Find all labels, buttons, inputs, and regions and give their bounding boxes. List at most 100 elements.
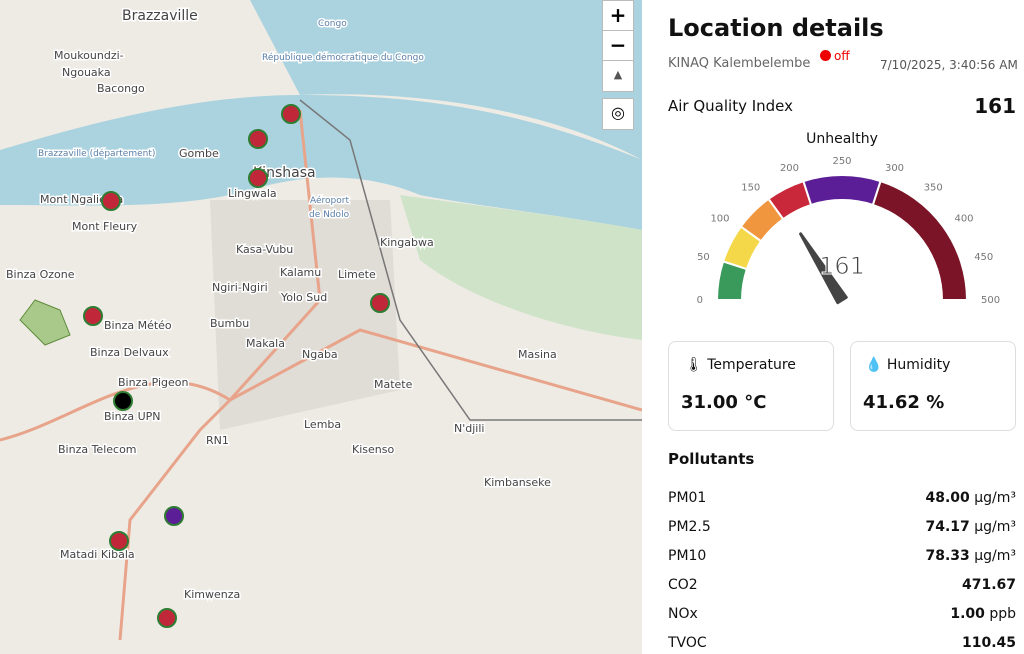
pollutant-reading: 110.45: [962, 635, 1016, 651]
pollutant-reading: 471.67: [962, 577, 1016, 593]
railway: [299, 99, 642, 421]
pollutant-row: NOx 1.00 ppb: [668, 606, 1016, 622]
locate[interactable]: ◎: [602, 98, 634, 130]
wetland: [400, 195, 642, 340]
map-label: Binza UPN: [104, 410, 161, 423]
pollutant-row: PM10 78.33 µg/m³: [668, 548, 1016, 564]
map-label: de Ndolo: [309, 210, 350, 220]
compass[interactable]: ▲: [602, 60, 634, 92]
card-label: 🌡 Temperature: [685, 357, 796, 373]
map-label: Kasa-Vubu: [236, 243, 293, 256]
pollutant-name: PM2.5: [668, 519, 711, 535]
gauge-tick-label: 150: [741, 183, 760, 194]
card-label: 💧 Humidity: [865, 357, 951, 373]
card-value: 41.62 %: [863, 392, 945, 413]
pollutant-unit: µg/m³: [974, 519, 1016, 535]
sensor-marker[interactable]: [83, 306, 103, 326]
sensor-marker[interactable]: [113, 391, 133, 411]
gauge-tick-label: 300: [885, 163, 904, 174]
gauge-tick-label: 500: [981, 295, 1000, 306]
pollutant-unit: µg/m³: [974, 490, 1016, 506]
map[interactable]: Brazzaville Moukoundzi- Ngouaka Bacongo Cong…: [0, 0, 642, 654]
pollutant-name: TVOC: [668, 635, 707, 651]
aqi-gauge: 0 50 100 150 200 250 300 350 400 450 500 161: [697, 156, 1000, 306]
map-label: Binza Ozone: [6, 268, 75, 281]
map-label: Kalamu: [280, 266, 321, 279]
gauge-tick-label: 400: [954, 213, 973, 224]
map-label: Kingabwa: [380, 236, 434, 249]
timestamp: 7/10/2025, 3:40:56 AM: [880, 58, 1018, 72]
zoom-out[interactable]: −: [602, 30, 634, 62]
pollutant-name: NOx: [668, 606, 698, 622]
sensor-marker[interactable]: [248, 129, 268, 149]
pollutant-reading: 74.17 µg/m³: [925, 519, 1016, 535]
map-label: Brazzaville (département): [38, 148, 155, 159]
map-label: Aéroport: [310, 195, 349, 206]
aqi-category: Unhealthy: [806, 131, 878, 147]
humidity-card: 💧 Humidity 41.62 %: [850, 341, 1016, 431]
pollutant-value: 471.67: [961, 577, 1016, 593]
pollutant-value: 110.45: [961, 635, 1016, 651]
aqi-label: Air Quality Index: [668, 97, 794, 115]
gauge-band: [802, 174, 882, 207]
map-label: Bacongo: [97, 82, 145, 95]
sensor-marker[interactable]: [109, 531, 129, 551]
pollutant-unit: µg/m³: [974, 548, 1016, 564]
gauge-band: [871, 179, 969, 301]
map-label: Congo: [318, 19, 347, 29]
pollutant-value: 74.17: [925, 519, 970, 535]
map-label: Binza Telecom: [58, 443, 137, 456]
pollutant-row: PM2.5 74.17 µg/m³: [668, 519, 1016, 535]
status: off: [834, 49, 850, 63]
road: [0, 328, 642, 442]
map-label: Ngaba: [302, 348, 338, 361]
pollutant-reading: 1.00 ppb: [950, 606, 1016, 622]
map-label: République démocratique du Congo: [262, 52, 424, 63]
map-label: Ngiri-Ngiri: [212, 281, 268, 294]
card-value: 31.00 °C: [681, 392, 767, 413]
pollutant-value: 1.00: [950, 606, 985, 622]
map-label: RN1: [206, 434, 229, 447]
sensor-marker[interactable]: [101, 191, 121, 211]
pollutant-reading: 78.33 µg/m³: [925, 548, 1016, 564]
map-label: Lingwala: [228, 187, 277, 200]
map-label: Limete: [338, 268, 376, 281]
zoom-in[interactable]: +: [602, 0, 634, 32]
pollutant-reading: 48.00 µg/m³: [925, 490, 1016, 506]
gauge-tick-label: 250: [832, 156, 851, 167]
pollutant-row: TVOC 110.45: [668, 635, 1016, 651]
park: [19, 299, 71, 346]
status-dot: [820, 50, 831, 61]
card-label-text: Temperature: [707, 357, 796, 373]
pollutant-row: CO2 471.67: [668, 577, 1016, 593]
sensor-marker[interactable]: [281, 104, 301, 124]
pollutant-name: CO2: [668, 577, 698, 593]
map-label: Yolo Sud: [280, 291, 327, 304]
pollutant-unit: ppb: [989, 606, 1016, 622]
card-label-text: Humidity: [886, 357, 951, 373]
sensor-marker[interactable]: [164, 506, 184, 526]
map-label: N'djili: [454, 422, 484, 435]
sensor-marker[interactable]: [370, 293, 390, 313]
map-label: Ngouaka: [62, 66, 111, 79]
map-label: Kisenso: [352, 443, 394, 456]
station-name: KINAQ Kalembelembe: [668, 56, 811, 71]
gauge-tick-label: 450: [974, 252, 993, 263]
sensor-marker[interactable]: [157, 608, 177, 628]
river: [0, 95, 642, 230]
map-label: Lemba: [304, 418, 341, 431]
map-label: Brazzaville: [122, 8, 198, 24]
pollutants-title: Pollutants: [668, 450, 755, 468]
map-label: Binza Pigeon: [118, 376, 189, 389]
pollutant-name: PM01: [668, 490, 707, 506]
gauge-tick-label: 0: [697, 295, 703, 306]
map-label: Kinshasa: [253, 165, 316, 181]
map-label: Binza Delvaux: [90, 346, 169, 359]
details-panel: Location details KINAQ Kalembelembe off …: [642, 0, 1024, 654]
pollutant-name: PM10: [668, 548, 707, 564]
panel-title: Location details: [668, 14, 884, 42]
gauge-tick-label: 350: [924, 183, 943, 194]
temperature-card: 🌡 Temperature 31.00 °C: [668, 341, 834, 431]
sensor-marker[interactable]: [248, 168, 268, 188]
map-label: Gombe: [179, 147, 219, 160]
